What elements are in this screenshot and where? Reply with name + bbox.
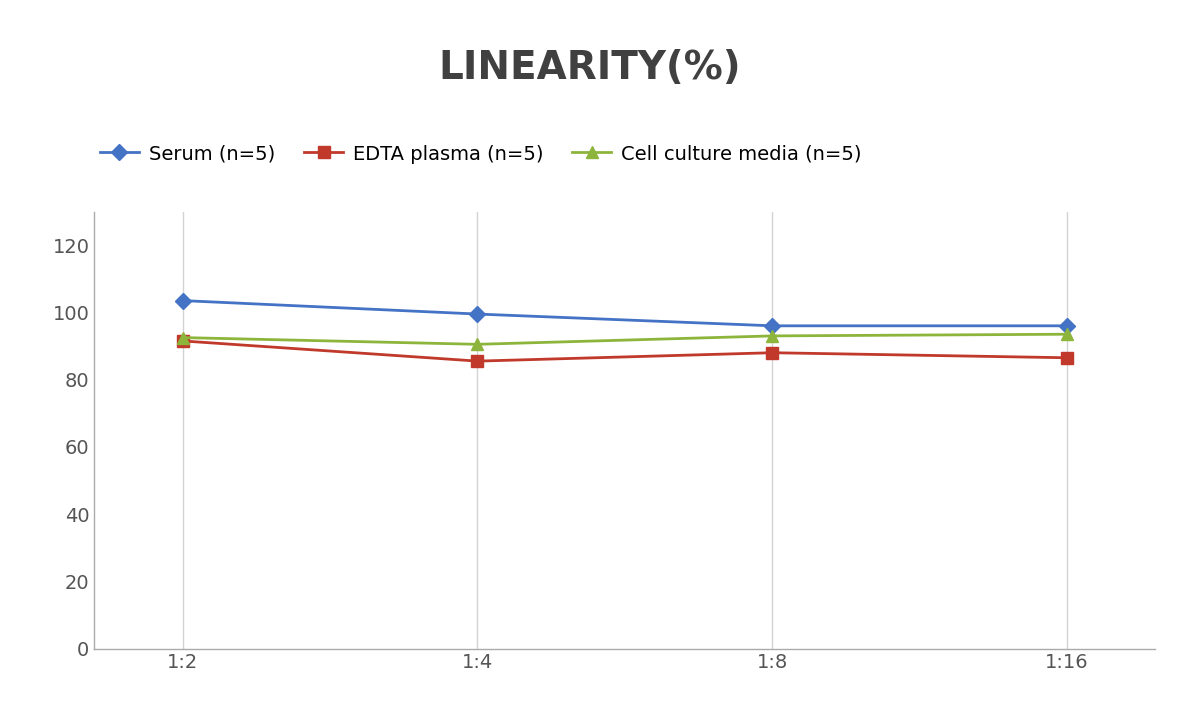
Cell culture media (n=5) — [176, 333, 190, 342]
EDTA plasma (n=5) — [765, 348, 779, 357]
Serum (n=5) — [765, 321, 779, 330]
EDTA plasma (n=5) — [176, 337, 190, 345]
Cell culture media (n=5) — [1060, 330, 1074, 338]
Legend: Serum (n=5), EDTA plasma (n=5), Cell culture media (n=5): Serum (n=5), EDTA plasma (n=5), Cell cul… — [92, 137, 869, 171]
Serum (n=5) — [470, 309, 485, 318]
Serum (n=5) — [176, 296, 190, 305]
Text: LINEARITY(%): LINEARITY(%) — [439, 49, 740, 87]
Line: Cell culture media (n=5): Cell culture media (n=5) — [177, 329, 1073, 350]
Line: EDTA plasma (n=5): EDTA plasma (n=5) — [177, 336, 1073, 367]
Cell culture media (n=5) — [765, 331, 779, 340]
EDTA plasma (n=5) — [1060, 353, 1074, 362]
Serum (n=5) — [1060, 321, 1074, 330]
Line: Serum (n=5): Serum (n=5) — [177, 295, 1073, 331]
EDTA plasma (n=5) — [470, 357, 485, 365]
Cell culture media (n=5) — [470, 340, 485, 348]
